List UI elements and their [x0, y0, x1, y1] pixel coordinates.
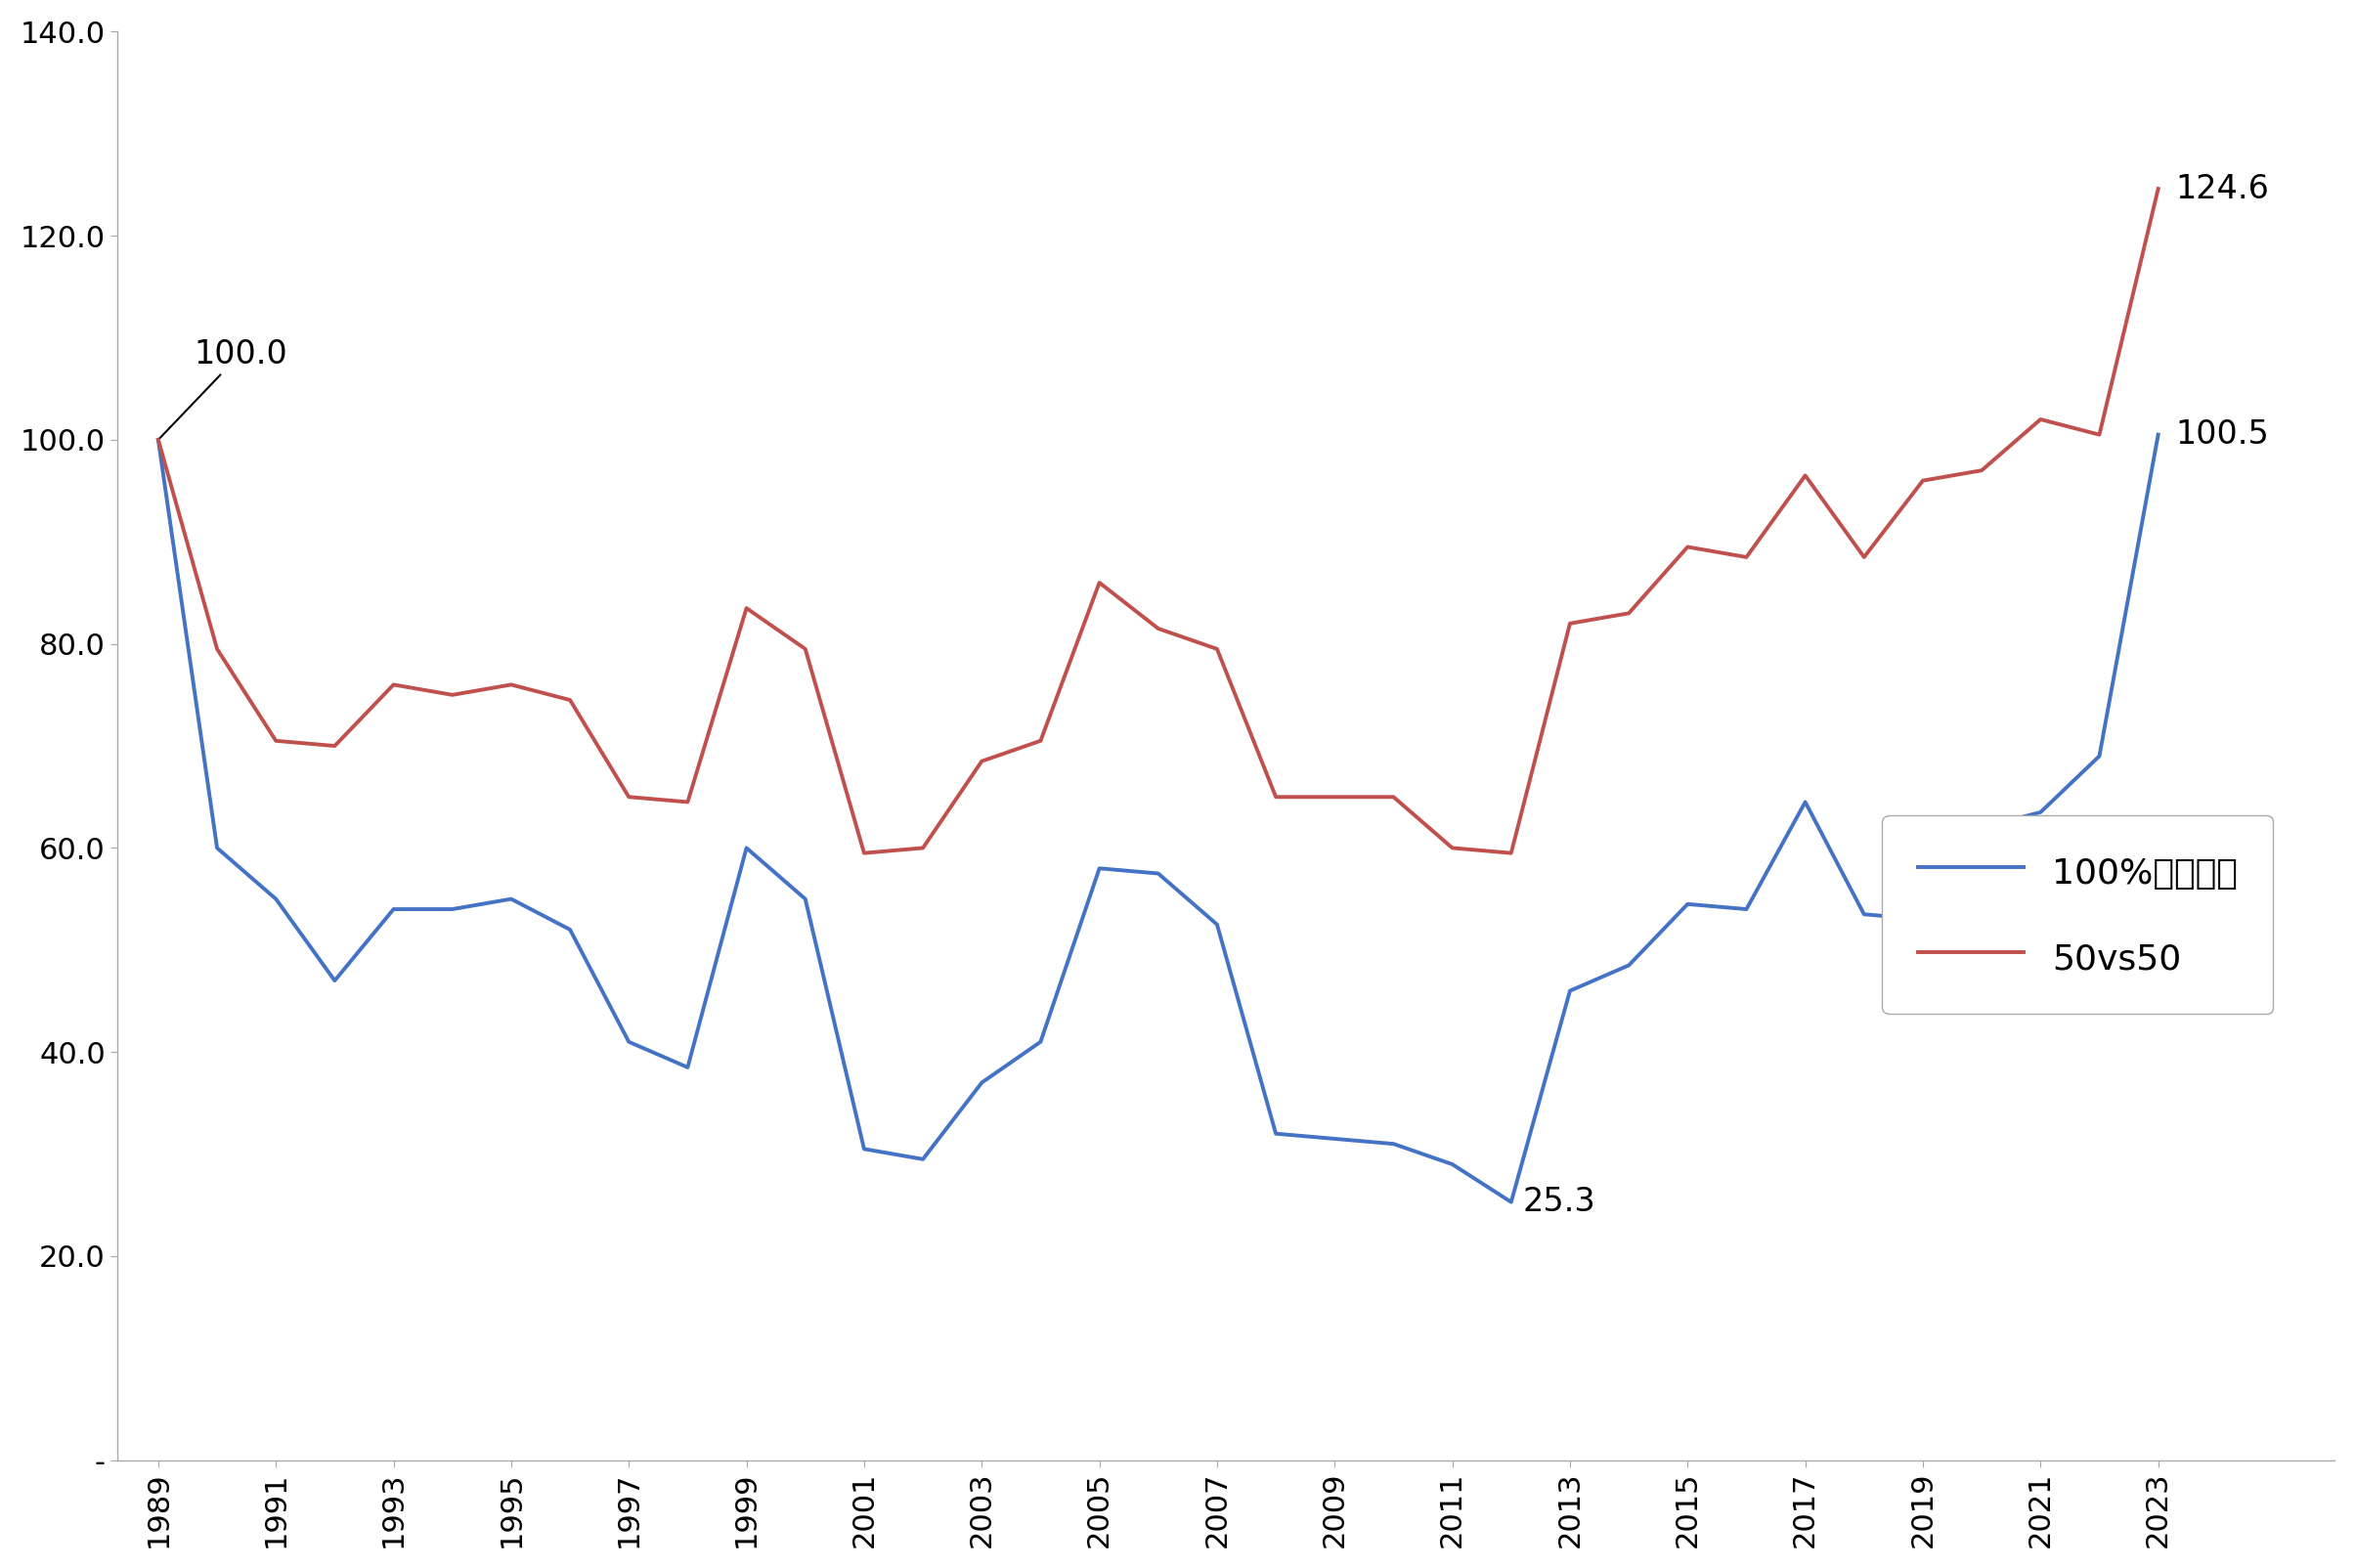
50vs50 [1027, 731, 1055, 750]
50vs50 [1851, 547, 1879, 566]
100%일본증시 [1498, 1193, 1526, 1212]
Legend: 100%일본증시, 50vs50: 100%일본증시, 50vs50 [1882, 815, 2273, 1014]
50vs50 [909, 839, 937, 858]
50vs50 [1086, 574, 1114, 593]
Text: 100.0: 100.0 [160, 337, 287, 437]
100%일본증시 [1674, 895, 1703, 914]
100%일본증시 [1910, 909, 1938, 928]
100%일본증시 [968, 1073, 996, 1091]
50vs50 [615, 787, 643, 806]
50vs50 [791, 640, 820, 659]
50vs50 [1674, 538, 1703, 557]
100%일본증시 [732, 839, 761, 858]
100%일본증시 [1733, 900, 1762, 919]
100%일본증시 [497, 889, 525, 908]
50vs50 [850, 844, 878, 862]
50vs50 [261, 731, 290, 750]
100%일본증시 [379, 900, 407, 919]
100%일본증시 [1086, 859, 1114, 878]
50vs50 [556, 690, 584, 709]
100%일본증시 [1262, 1124, 1291, 1143]
100%일본증시 [1966, 818, 1995, 837]
100%일본증시 [2025, 803, 2054, 822]
100%일본증시 [144, 430, 172, 448]
50vs50 [1321, 787, 1349, 806]
100%일본증시 [909, 1149, 937, 1168]
50vs50 [438, 685, 466, 704]
50vs50 [144, 430, 172, 448]
100%일본증시 [1145, 864, 1173, 883]
50vs50 [1733, 547, 1762, 566]
50vs50 [1966, 461, 1995, 480]
100%일본증시 [1557, 982, 1585, 1000]
100%일본증시 [203, 839, 231, 858]
Text: 124.6: 124.6 [2176, 172, 2270, 205]
100%일본증시 [1027, 1032, 1055, 1051]
100%일본증시 [1380, 1135, 1408, 1154]
100%일본증시 [1792, 793, 1820, 812]
50vs50 [1616, 604, 1644, 622]
100%일본증시 [674, 1058, 702, 1077]
50vs50 [1557, 615, 1585, 633]
100%일본증시 [261, 889, 290, 908]
50vs50 [732, 599, 761, 618]
Line: 100%일본증시: 100%일본증시 [158, 434, 2157, 1203]
50vs50 [2143, 179, 2171, 198]
100%일본증시 [556, 920, 584, 939]
100%일본증시 [320, 971, 349, 989]
Text: 100.5: 100.5 [2176, 419, 2270, 452]
50vs50 [1262, 787, 1291, 806]
100%일본증시 [1616, 956, 1644, 975]
100%일본증시 [791, 889, 820, 908]
50vs50 [674, 793, 702, 812]
50vs50 [203, 640, 231, 659]
100%일본증시 [1203, 916, 1232, 935]
100%일본증시 [2143, 425, 2171, 444]
50vs50 [1145, 619, 1173, 638]
50vs50 [320, 737, 349, 756]
100%일본증시 [615, 1032, 643, 1051]
Line: 50vs50: 50vs50 [158, 188, 2157, 853]
100%일본증시 [438, 900, 466, 919]
50vs50 [1439, 839, 1467, 858]
50vs50 [1203, 640, 1232, 659]
100%일본증시 [1439, 1156, 1467, 1174]
100%일본증시 [1321, 1129, 1349, 1148]
50vs50 [1910, 472, 1938, 491]
50vs50 [1380, 787, 1408, 806]
50vs50 [968, 751, 996, 770]
50vs50 [379, 676, 407, 695]
100%일본증시 [850, 1140, 878, 1159]
50vs50 [497, 676, 525, 695]
Text: 25.3: 25.3 [1524, 1185, 1597, 1218]
100%일본증시 [2084, 746, 2112, 765]
50vs50 [2084, 425, 2112, 444]
50vs50 [2025, 409, 2054, 428]
100%일본증시 [1851, 905, 1879, 924]
50vs50 [1498, 844, 1526, 862]
50vs50 [1792, 466, 1820, 485]
